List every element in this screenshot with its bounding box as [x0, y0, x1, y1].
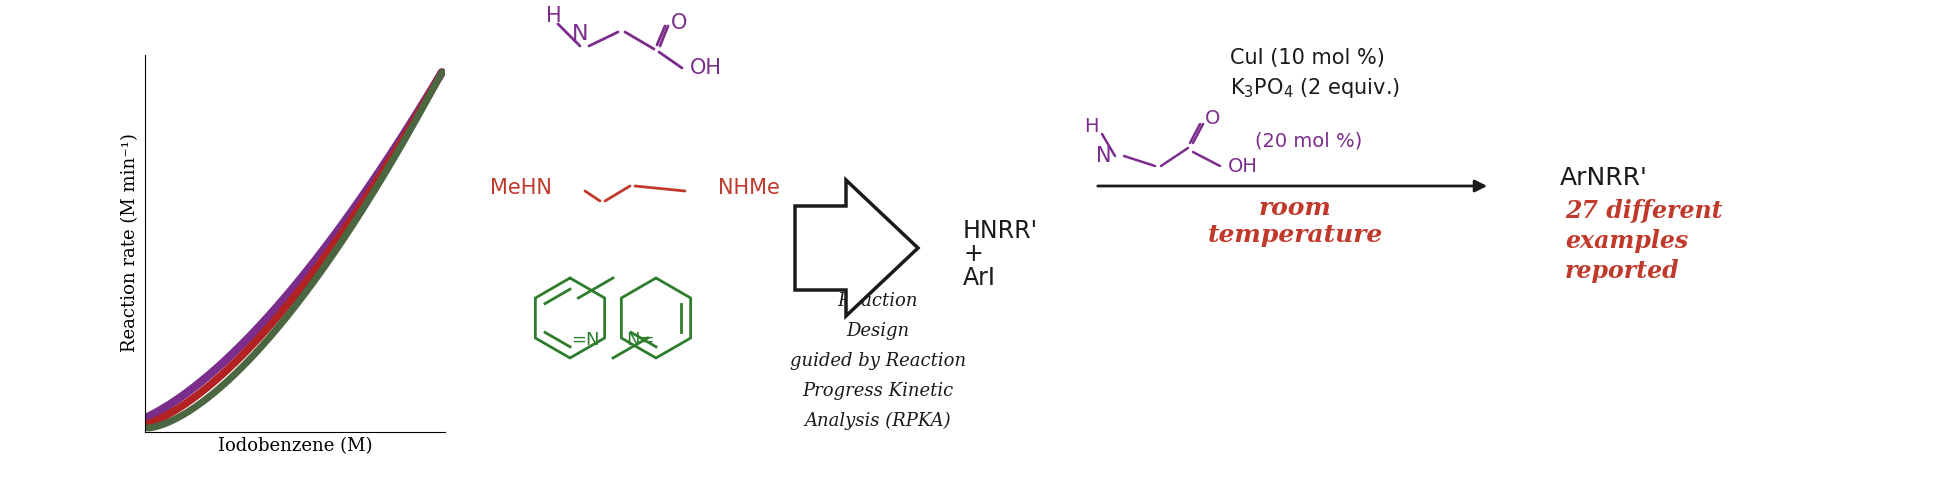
Text: +: +: [963, 242, 982, 266]
Polygon shape: [795, 180, 919, 316]
Text: reported: reported: [1565, 259, 1679, 283]
Text: HNRR': HNRR': [963, 219, 1039, 243]
Y-axis label: Reaction rate (M min⁻¹): Reaction rate (M min⁻¹): [122, 133, 139, 353]
Text: =N: =N: [571, 331, 600, 349]
Text: N: N: [572, 24, 588, 44]
Text: ArI: ArI: [963, 266, 996, 290]
Text: temperature: temperature: [1207, 223, 1383, 247]
Text: K$_3$PO$_4$ (2 equiv.): K$_3$PO$_4$ (2 equiv.): [1230, 76, 1400, 100]
Text: Analysis (RPKA): Analysis (RPKA): [805, 412, 952, 430]
Text: (20 mol %): (20 mol %): [1255, 131, 1362, 150]
Text: MeHN: MeHN: [489, 178, 551, 198]
Text: Reaction: Reaction: [837, 292, 919, 310]
Text: N=: N=: [627, 331, 656, 349]
Text: N: N: [1097, 146, 1112, 166]
Text: guided by Reaction: guided by Reaction: [789, 352, 967, 370]
Text: O: O: [671, 13, 687, 33]
Text: OH: OH: [1228, 157, 1257, 176]
Text: H: H: [1085, 117, 1099, 135]
Text: O: O: [1205, 110, 1220, 128]
Text: OH: OH: [690, 58, 721, 78]
Text: 27 different: 27 different: [1565, 199, 1723, 223]
Text: room: room: [1259, 196, 1331, 220]
X-axis label: Iodobenzene (M): Iodobenzene (M): [219, 437, 371, 455]
Text: Design: Design: [847, 322, 909, 340]
Text: CuI (10 mol %): CuI (10 mol %): [1230, 48, 1385, 68]
Text: Progress Kinetic: Progress Kinetic: [803, 382, 953, 400]
Text: NHMe: NHMe: [718, 178, 779, 198]
Text: ArNRR': ArNRR': [1561, 166, 1648, 190]
Text: examples: examples: [1565, 229, 1688, 253]
Text: H: H: [545, 6, 561, 26]
